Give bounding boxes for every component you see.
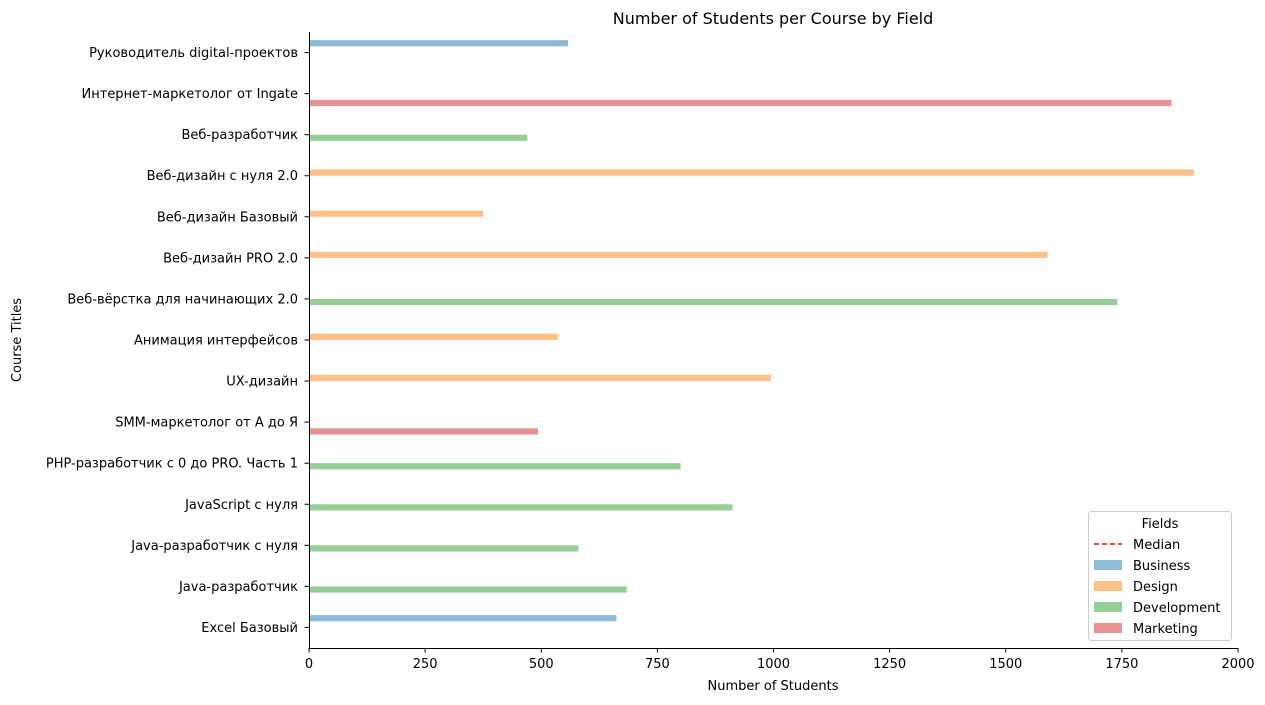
legend-label-development: Development [1133, 601, 1221, 616]
y-tick-label: Руководитель digital-проектов [89, 46, 298, 61]
y-tick-label: Веб-вёрстка для начинающих 2.0 [67, 292, 298, 307]
x-tick-label: 2000 [1221, 657, 1254, 672]
bar-marketing [309, 428, 538, 435]
bar-business [309, 615, 617, 622]
legend-swatch-marketing [1094, 623, 1122, 633]
y-tick-label: Excel Базовый [201, 621, 298, 636]
legend-entries: Business Design Development Marketing [1094, 559, 1221, 637]
bar-design [309, 251, 1048, 258]
bars-layer [309, 40, 1194, 622]
bar-business [309, 40, 569, 47]
y-tick-label: Веб-дизайн с нуля 2.0 [147, 169, 298, 184]
y-tick-label: Веб-разработчик [182, 128, 299, 143]
x-tick-label: 1000 [757, 657, 790, 672]
legend-swatch-business [1094, 560, 1122, 570]
bar-development [309, 463, 681, 470]
y-tick-label: Java-разработчик [178, 580, 298, 595]
bar-design [309, 210, 484, 217]
chart-title: Number of Students per Course by Field [613, 9, 934, 28]
x-tick-label: 1500 [989, 657, 1022, 672]
legend-label-marketing: Marketing [1133, 622, 1198, 637]
y-tick-label: Веб-дизайн Базовый [157, 210, 298, 225]
x-tick-label: 500 [529, 657, 554, 672]
y-tick-label: Анимация интерфейсов [134, 334, 298, 349]
x-ticks: 0 250 500 750 1000 1250 1500 1750 2000 [305, 648, 1255, 672]
legend: Fields Median Business Design Development M… [1088, 511, 1232, 641]
legend-label-business: Business [1133, 559, 1191, 574]
y-ticks: Руководитель digital-проектов Интернет-ма… [46, 46, 309, 636]
y-tick-label: Java-разработчик с нуля [130, 539, 298, 554]
bar-marketing [309, 99, 1172, 106]
legend-median-label: Median [1133, 538, 1180, 553]
bar-development [309, 134, 528, 141]
bar-design [309, 333, 558, 340]
legend-label-design: Design [1133, 580, 1178, 595]
y-tick-label: Веб-дизайн PRO 2.0 [163, 251, 298, 266]
x-tick-label: 1250 [873, 657, 906, 672]
y-tick-label: JavaScript с нуля [184, 498, 298, 513]
x-tick-label: 0 [305, 657, 313, 672]
y-tick-label: Интернет-маркетолог от Ingate [82, 87, 298, 102]
bar-design [309, 169, 1194, 176]
bar-development [309, 298, 1118, 306]
bar-development [309, 545, 579, 552]
x-tick-label: 250 [413, 657, 438, 672]
y-axis-label: Course Titles [10, 298, 25, 382]
x-axis-label: Number of Students [708, 679, 839, 694]
y-tick-label: SMM-маркетолог от А до Я [115, 416, 298, 431]
bar-development [309, 504, 733, 511]
x-tick-label: 750 [645, 657, 670, 672]
legend-title: Fields [1142, 517, 1179, 532]
bar-design [309, 374, 772, 382]
legend-box [1088, 511, 1232, 641]
y-tick-label: UX-дизайн [226, 375, 298, 390]
bar-development [309, 586, 627, 593]
legend-swatch-development [1094, 602, 1122, 612]
legend-swatch-design [1094, 581, 1122, 591]
y-tick-label: PHP-разработчик с 0 до PRO. Часть 1 [46, 457, 298, 472]
x-tick-label: 1750 [1105, 657, 1138, 672]
